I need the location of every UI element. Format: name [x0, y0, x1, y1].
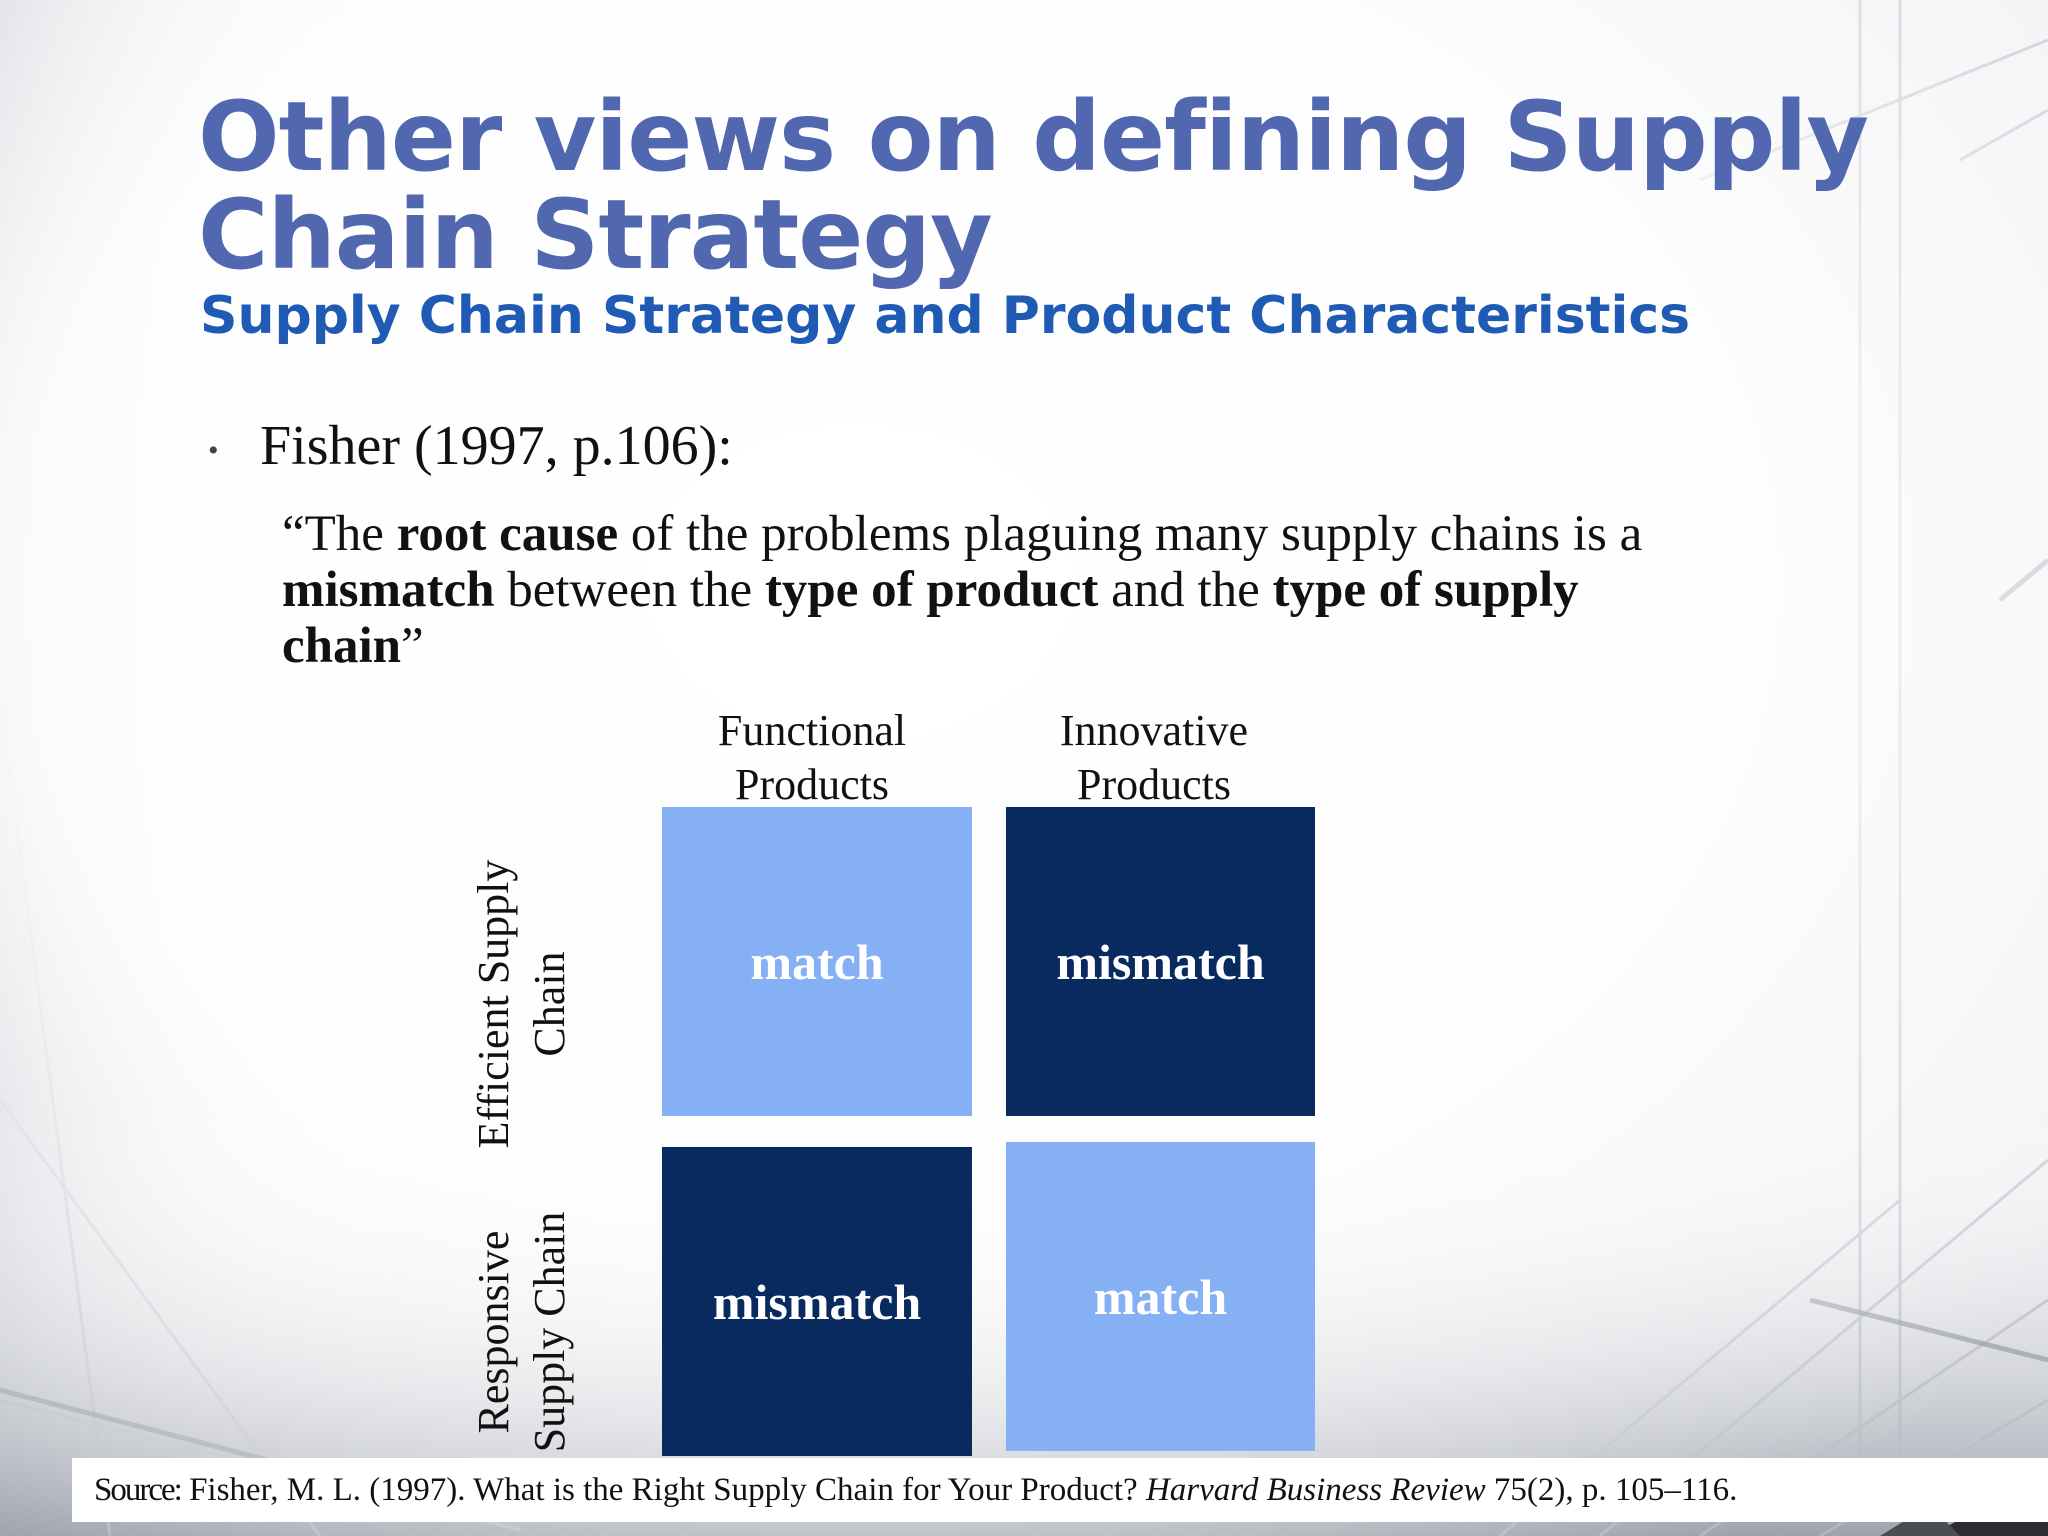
row-header-responsive: Responsive Supply Chain	[469, 1211, 574, 1453]
cell-efficient-functional: match	[662, 807, 972, 1116]
source-prefix: Source:	[94, 1472, 183, 1508]
column-header-innovative: Innovative Products	[1059, 706, 1249, 809]
slide-subtitle: Supply Chain Strategy and Product Charac…	[200, 286, 1691, 346]
quote-text-1: of the problems plaguing many supply cha…	[618, 506, 1643, 562]
quote-bold-mismatch: mismatch	[282, 562, 495, 618]
quote-text-2: between the	[494, 562, 765, 618]
quote-close: ”	[401, 618, 424, 674]
source-citation: Source: Fisher, M. L. (1997). What is th…	[72, 1458, 2048, 1522]
bullet-dot-icon: •	[208, 434, 219, 468]
cell-responsive-innovative: match	[1006, 1142, 1315, 1451]
cell-label: match	[750, 933, 884, 990]
bullet-item: • Fisher (1997, p.106):	[208, 414, 733, 483]
bullet-text: Fisher (1997, p.106):	[260, 415, 733, 477]
row-header-efficient: Efficient Supply Chain	[469, 859, 574, 1149]
cell-responsive-functional: mismatch	[662, 1147, 972, 1456]
column-header-functional: Functional Products	[717, 706, 907, 809]
slide-title: Other views on defining Supply Chain Str…	[198, 81, 1869, 291]
quote-bold-type-of-product: type of product	[764, 562, 1099, 618]
quote-bold-root-cause: root cause	[396, 506, 619, 562]
cell-efficient-innovative: mismatch	[1006, 807, 1315, 1116]
quote-bold-type-of-supply-chain: type of supply chain	[282, 562, 1579, 674]
quote-text-3: and the	[1098, 562, 1273, 618]
cell-label: mismatch	[712, 1273, 922, 1330]
source-text-1: Fisher, M. L. (1997). What is the Right …	[180, 1472, 1146, 1508]
source-journal: Harvard Business Review	[1145, 1472, 1486, 1508]
source-text-2: 75(2), p. 105–116.	[1485, 1472, 1738, 1508]
cell-label: match	[1093, 1268, 1228, 1325]
fisher-quote: “The root cause of the problems plaguing…	[282, 506, 1682, 674]
quote-open: “The	[282, 506, 397, 562]
cell-label: mismatch	[1056, 933, 1265, 990]
